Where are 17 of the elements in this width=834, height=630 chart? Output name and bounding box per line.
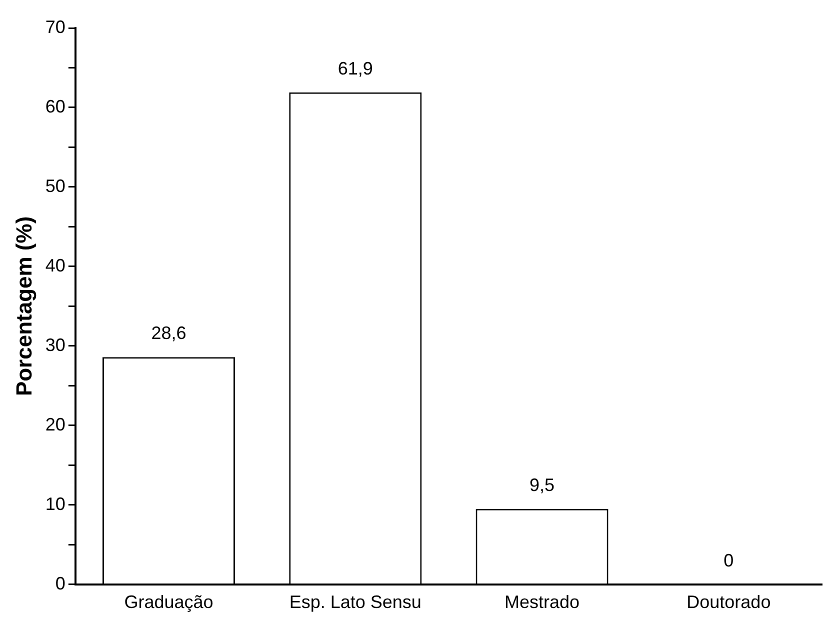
x-tick-label: Doutorado xyxy=(686,592,771,612)
data-label: 61,9 xyxy=(338,58,373,78)
y-tick-label: 10 xyxy=(45,494,66,514)
x-tick-label: Mestrado xyxy=(504,592,580,612)
y-tick-label: 20 xyxy=(45,414,66,434)
y-tick-label: 50 xyxy=(45,176,66,196)
data-label: 9,5 xyxy=(530,474,555,495)
y-tick-label: 40 xyxy=(45,255,66,276)
x-tick-label: Graduação xyxy=(124,592,214,612)
y-tick-label: 30 xyxy=(45,334,66,355)
data-label: 28,6 xyxy=(151,323,186,344)
x-tick-label: Esp. Lato Sensu xyxy=(289,592,422,612)
y-axis-title: Porcentagem (%) xyxy=(11,216,36,396)
y-tick-label: 70 xyxy=(45,16,66,37)
y-tick-label: 0 xyxy=(55,573,66,594)
data-label: 0 xyxy=(724,550,734,570)
y-tick-label: 60 xyxy=(45,96,66,116)
